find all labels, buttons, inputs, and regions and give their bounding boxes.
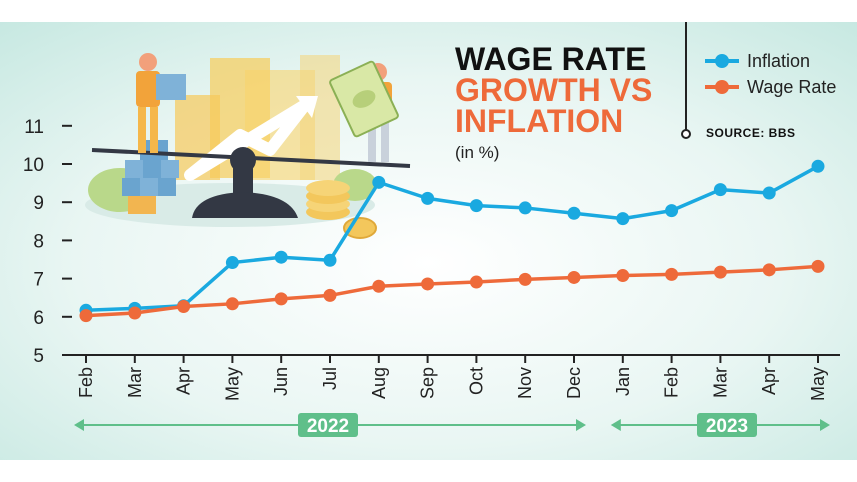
series-layer bbox=[79, 159, 825, 323]
x-tick-label: Sep bbox=[418, 367, 438, 399]
chart-title-line3: INFLATION bbox=[455, 103, 624, 139]
y-tick-label: 5 bbox=[33, 346, 44, 367]
year-label-box bbox=[298, 413, 358, 437]
data-point-inflation bbox=[274, 250, 288, 264]
legend-swatch-inflation bbox=[705, 54, 739, 68]
y-tick-label: 11 bbox=[24, 117, 44, 138]
data-point-wage bbox=[323, 288, 337, 302]
x-tick-label: Mar bbox=[710, 367, 730, 398]
data-point-wage bbox=[616, 269, 630, 283]
data-point-wage bbox=[225, 297, 239, 311]
y-axis: 5 6 7 8 9 10 11 bbox=[23, 117, 72, 367]
legend-divider-end bbox=[681, 129, 691, 139]
y-tick-label: 7 bbox=[33, 270, 44, 291]
y-tick-label: 6 bbox=[33, 308, 44, 329]
legend-label-wage: Wage Rate bbox=[747, 76, 837, 97]
data-point-wage bbox=[177, 299, 191, 313]
balance-scale-illustration bbox=[85, 53, 411, 239]
y-tick-label: 8 bbox=[33, 231, 44, 252]
data-point-wage bbox=[128, 306, 142, 320]
chart-title-line1: WAGE RATE bbox=[455, 41, 647, 77]
x-tick-label: Jul bbox=[320, 367, 340, 390]
title-block: WAGE RATE GROWTH VS INFLATION (in %) bbox=[455, 41, 653, 163]
data-point-inflation bbox=[713, 183, 727, 197]
data-point-inflation bbox=[762, 186, 776, 200]
y-tick-label: 9 bbox=[33, 193, 44, 214]
data-point-wage bbox=[567, 270, 581, 284]
year-label: 2023 bbox=[706, 416, 748, 437]
data-point-wage bbox=[421, 277, 435, 291]
x-tick-label: Apr bbox=[759, 367, 779, 395]
data-point-inflation bbox=[323, 253, 337, 267]
year-arrow-left bbox=[610, 419, 621, 431]
source-note: SOURCE: BBS bbox=[706, 126, 796, 140]
x-tick-label: Jun bbox=[271, 367, 291, 396]
data-point-wage bbox=[518, 272, 532, 286]
x-tick-label: Feb bbox=[662, 367, 682, 398]
legend-item-wage: Wage Rate bbox=[705, 74, 836, 100]
data-point-inflation bbox=[665, 204, 679, 218]
data-point-inflation bbox=[372, 175, 386, 189]
legend-swatch-wage bbox=[705, 80, 739, 94]
x-tick-label: Apr bbox=[174, 367, 194, 395]
data-point-inflation bbox=[616, 212, 630, 226]
data-point-inflation bbox=[811, 159, 825, 173]
x-tick-label: Aug bbox=[369, 367, 389, 399]
data-point-wage bbox=[762, 263, 776, 277]
data-point-inflation bbox=[518, 201, 532, 215]
data-point-wage bbox=[372, 279, 386, 293]
data-point-inflation bbox=[567, 206, 581, 220]
legend: Inflation Wage Rate bbox=[705, 48, 836, 100]
legend-label-inflation: Inflation bbox=[747, 50, 811, 71]
x-tick-label: Nov bbox=[515, 367, 535, 399]
year-arrow-right bbox=[820, 419, 830, 431]
series-line-inflation bbox=[85, 164, 819, 313]
x-tick-label: Dec bbox=[564, 367, 584, 399]
x-tick-label: Mar bbox=[125, 367, 145, 398]
x-axis: Feb Mar Apr May Jun Jul Aug Sep Oct Nov Dec Jan Feb M… bbox=[62, 354, 840, 401]
chart-title-line2: GROWTH VS bbox=[455, 72, 653, 108]
x-tick-label: May bbox=[222, 367, 242, 401]
data-point-inflation bbox=[469, 199, 483, 213]
chart-subtitle: (in %) bbox=[455, 143, 500, 162]
data-point-wage bbox=[811, 259, 825, 273]
y-tick-label: 10 bbox=[23, 155, 44, 176]
data-point-inflation bbox=[225, 256, 239, 270]
data-point-wage bbox=[713, 265, 727, 279]
x-tick-label: May bbox=[808, 367, 828, 401]
legend-item-inflation: Inflation bbox=[705, 48, 836, 74]
data-point-wage bbox=[79, 309, 93, 323]
year-arrow-right bbox=[576, 419, 586, 431]
x-tick-label: Oct bbox=[466, 367, 486, 395]
year-label-box bbox=[697, 413, 757, 437]
series-line-wage bbox=[85, 264, 819, 318]
data-point-wage bbox=[469, 275, 483, 289]
x-tick-label: Jan bbox=[613, 367, 633, 396]
year-arrow-left bbox=[74, 419, 84, 431]
x-tick-label: Feb bbox=[76, 367, 96, 398]
data-point-wage bbox=[274, 292, 288, 306]
year-label: 2022 bbox=[307, 416, 349, 437]
year-band: 2022 2023 bbox=[74, 413, 830, 437]
data-point-wage bbox=[665, 267, 679, 281]
data-point-inflation bbox=[421, 191, 435, 205]
